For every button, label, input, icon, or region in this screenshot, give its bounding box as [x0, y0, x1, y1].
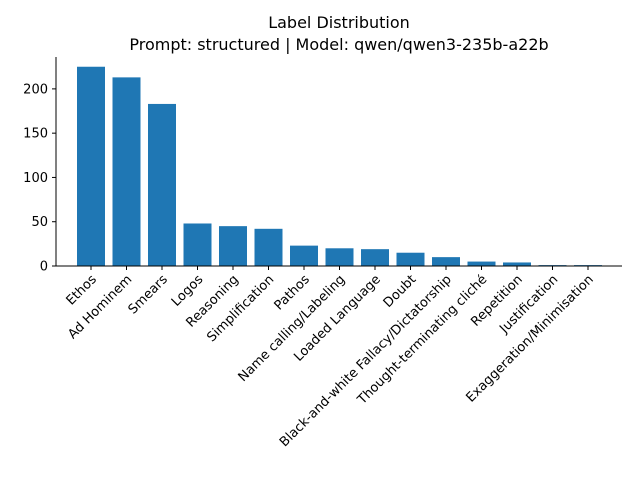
y-tick-label-1: 50 — [31, 215, 48, 230]
bars — [77, 66, 602, 267]
y-tick-label-0: 0 — [40, 260, 48, 275]
y-axis: 0 50 100 150 200 — [23, 57, 57, 275]
bar-6 — [290, 245, 318, 266]
bar-7 — [325, 248, 354, 266]
bar-2 — [148, 103, 176, 266]
bar-9 — [396, 252, 425, 266]
bar-10 — [432, 257, 460, 266]
bar-8 — [361, 249, 389, 266]
y-tick-label-3: 150 — [23, 127, 48, 142]
y-tick-label-4: 200 — [23, 82, 48, 97]
bar-1 — [112, 77, 141, 267]
bar-0 — [77, 66, 105, 267]
bar-4 — [219, 226, 247, 266]
bar-5 — [254, 228, 283, 266]
chart-title: Label Distribution — [268, 13, 410, 32]
chart-subtitle: Prompt: structured | Model: qwen/qwen3-2… — [129, 35, 548, 54]
bar-3 — [183, 223, 212, 266]
bar-11 — [467, 261, 496, 266]
y-tick-label-2: 100 — [23, 171, 48, 186]
x-tick-label-2: Smears — [126, 272, 171, 317]
bar-12 — [503, 262, 531, 266]
